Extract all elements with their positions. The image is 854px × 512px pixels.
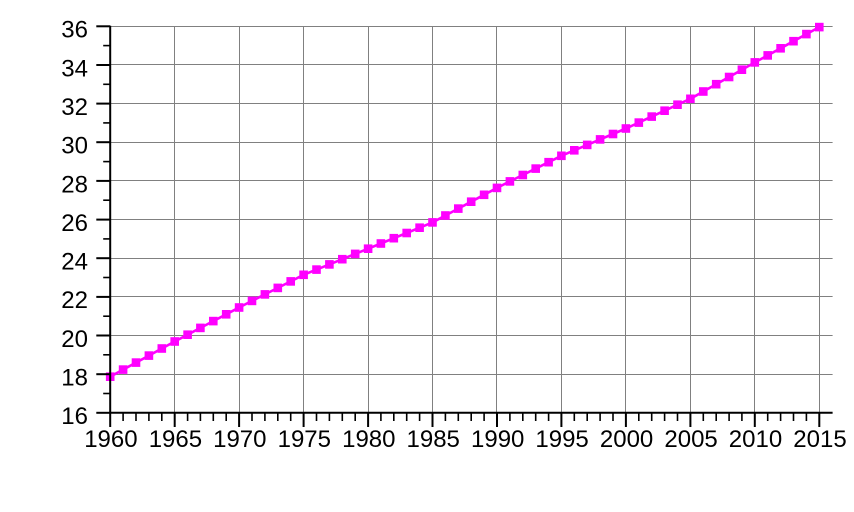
svg-text:1965: 1965 — [149, 426, 202, 453]
svg-text:24: 24 — [61, 249, 88, 276]
svg-text:2010: 2010 — [729, 426, 782, 453]
svg-text:1980: 1980 — [342, 426, 395, 453]
svg-text:1975: 1975 — [278, 426, 331, 453]
svg-text:2000: 2000 — [600, 426, 653, 453]
svg-text:32: 32 — [61, 94, 88, 121]
svg-text:1970: 1970 — [213, 426, 266, 453]
svg-text:2005: 2005 — [664, 426, 717, 453]
svg-text:1995: 1995 — [535, 426, 588, 453]
svg-text:22: 22 — [61, 287, 88, 314]
svg-text:1985: 1985 — [407, 426, 460, 453]
svg-text:36: 36 — [61, 17, 88, 44]
svg-text:30: 30 — [61, 133, 88, 160]
svg-text:18: 18 — [61, 365, 88, 392]
svg-text:2015: 2015 — [793, 426, 846, 453]
svg-text:16: 16 — [61, 403, 88, 430]
svg-text:26: 26 — [61, 210, 88, 237]
svg-text:20: 20 — [61, 326, 88, 353]
svg-text:1990: 1990 — [471, 426, 524, 453]
svg-text:1960: 1960 — [84, 426, 137, 453]
svg-text:34: 34 — [61, 55, 88, 82]
svg-text:28: 28 — [61, 171, 88, 198]
